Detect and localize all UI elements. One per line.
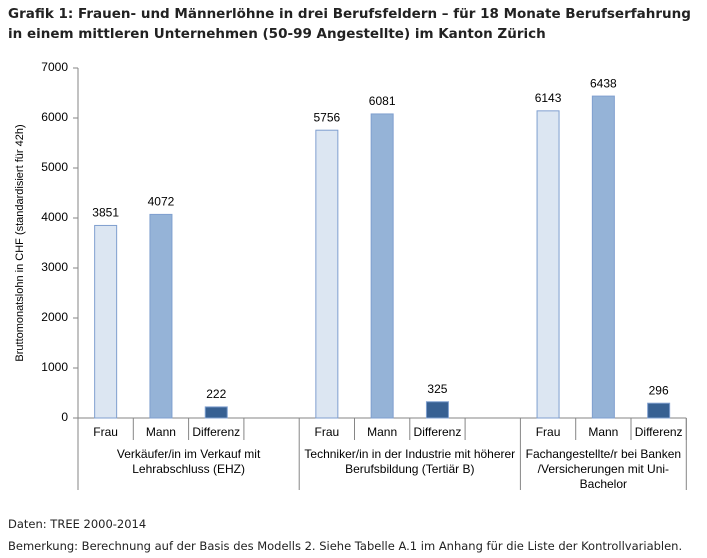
group-label: Berufsbildung (Tertiär B) bbox=[345, 462, 474, 476]
value-label: 222 bbox=[206, 387, 226, 401]
value-label: 5756 bbox=[313, 110, 340, 124]
x-tick-label: Frau bbox=[536, 425, 561, 439]
source: Daten: TREE 2000-2014 bbox=[8, 517, 147, 531]
y-tick-label: 0 bbox=[61, 410, 68, 424]
x-tick-label: Frau bbox=[315, 425, 340, 439]
y-tick-label: 1000 bbox=[41, 360, 68, 374]
note: Bemerkung: Berechnung auf der Basis des … bbox=[8, 539, 683, 553]
bar bbox=[94, 224, 118, 419]
bar bbox=[315, 129, 339, 419]
group-label: Techniker/in in der Industrie mit höhere… bbox=[304, 447, 515, 461]
value-label: 296 bbox=[649, 383, 669, 397]
x-tick-label: Mann bbox=[588, 425, 618, 439]
bar bbox=[370, 113, 394, 419]
group-label: Lehrabschluss (EHZ) bbox=[132, 462, 245, 476]
y-tick-label: 3000 bbox=[41, 260, 68, 274]
y-tick-label: 2000 bbox=[41, 310, 68, 324]
value-label: 4072 bbox=[148, 195, 175, 209]
x-tick-label: Mann bbox=[367, 425, 397, 439]
y-tick-label: 6000 bbox=[41, 110, 68, 124]
value-label: 6081 bbox=[369, 94, 396, 108]
x-tick-label: Mann bbox=[146, 425, 176, 439]
bar bbox=[204, 406, 228, 419]
value-label: 325 bbox=[427, 382, 447, 396]
group-label: Bachelor bbox=[580, 477, 627, 491]
bar bbox=[647, 402, 671, 419]
x-tick-label: Differenz bbox=[192, 425, 240, 439]
x-tick-label: Frau bbox=[93, 425, 118, 439]
value-label: 6143 bbox=[535, 91, 562, 105]
x-tick-label: Differenz bbox=[635, 425, 683, 439]
chart-title: Grafik 1: Frauen- und Männerlöhne in dre… bbox=[8, 6, 691, 42]
group-label: Verkäufer/in im Verkauf mit bbox=[117, 447, 261, 461]
group-label: /Versicherungen mit Uni- bbox=[538, 462, 669, 476]
y-tick-label: 4000 bbox=[41, 210, 68, 224]
bar bbox=[591, 95, 615, 419]
value-label: 3851 bbox=[92, 206, 119, 220]
bar bbox=[149, 213, 173, 419]
bar bbox=[425, 401, 449, 419]
y-axis-label: Bruttomonatslohn in CHF (standardisiert … bbox=[14, 124, 26, 361]
bar bbox=[536, 110, 560, 419]
y-tick-label: 5000 bbox=[41, 160, 68, 174]
group-label: Fachangestellte/r bei Banken bbox=[526, 447, 681, 461]
x-tick-label: Differenz bbox=[414, 425, 462, 439]
y-tick-label: 7000 bbox=[41, 60, 68, 74]
chart: Bruttomonatslohn in CHF (standardisiert … bbox=[14, 60, 687, 491]
value-label: 6438 bbox=[590, 76, 617, 90]
